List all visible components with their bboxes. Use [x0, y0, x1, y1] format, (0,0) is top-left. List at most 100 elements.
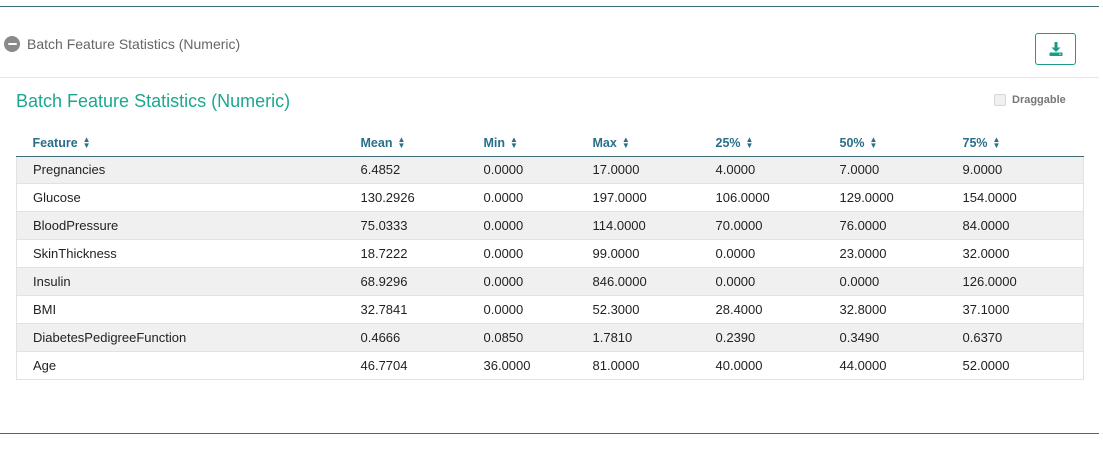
stat-value-cell: 84.0000: [946, 211, 1084, 241]
stat-value-cell: 99.0000: [576, 239, 700, 269]
table-row: DiabetesPedigreeFunction 0.4666 0.0850 1.78…: [16, 323, 1084, 352]
sort-icon[interactable]: ▲ ▼: [869, 135, 878, 151]
feature-stats-table: Feature ▲ ▼ Mean ▲ ▼ Min ▲ ▼ Max ▲ ▼ 25% ▲ ▼ 50% ▲ ▼ 75% ▲ ▼…: [16, 130, 1084, 380]
stat-value-cell: 32.7841: [344, 295, 468, 324]
column-header-label: Max: [592, 135, 617, 150]
table-row: BMI 32.7841 0.0000 52.3000 28.4000 32.8000 37.…: [16, 295, 1084, 324]
sort-icon[interactable]: ▲ ▼: [745, 135, 754, 151]
column-header-label: Min: [483, 135, 506, 150]
draggable-label: Draggable: [1012, 94, 1066, 106]
feature-name-cell: Age: [16, 351, 345, 380]
stat-value-cell: 106.0000: [699, 183, 824, 213]
stat-value-cell: 18.7222: [344, 239, 468, 269]
feature-name-cell: Pregnancies: [16, 156, 345, 185]
stat-value-cell: 37.1000: [946, 295, 1084, 324]
table-row: Pregnancies 6.4852 0.0000 17.0000 4.0000 7.00…: [16, 156, 1084, 185]
column-header-1[interactable]: Mean ▲ ▼: [344, 130, 468, 157]
stat-value-cell: 46.7704: [344, 351, 468, 380]
stat-value-cell: 52.3000: [576, 295, 700, 324]
column-header-label: Mean: [360, 135, 393, 150]
stat-value-cell: 40.0000: [699, 351, 824, 380]
feature-name-cell: DiabetesPedigreeFunction: [16, 323, 345, 352]
stat-value-cell: 0.0000: [823, 267, 947, 296]
download-button[interactable]: [1035, 33, 1076, 65]
sort-icon[interactable]: ▲ ▼: [397, 135, 406, 151]
feature-name-cell: Insulin: [16, 267, 345, 296]
bottom-divider: [0, 433, 1099, 434]
table-header-row: Feature ▲ ▼ Mean ▲ ▼ Min ▲ ▼ Max ▲ ▼ 25% ▲ ▼ 50% ▲ ▼ 75% ▲ ▼: [16, 130, 1084, 157]
stat-value-cell: 846.0000: [576, 267, 700, 296]
stat-value-cell: 114.0000: [576, 211, 700, 241]
column-header-label: 75%: [962, 135, 988, 150]
table-row: BloodPressure 75.0333 0.0000 114.0000 70.000…: [16, 211, 1084, 241]
stat-value-cell: 4.0000: [699, 156, 824, 185]
draggable-toggle[interactable]: Draggable: [994, 94, 1066, 106]
stat-value-cell: 130.2926: [344, 183, 468, 213]
top-divider: [0, 6, 1099, 7]
stat-value-cell: 0.0000: [699, 239, 824, 269]
stat-value-cell: 129.0000: [823, 183, 947, 213]
stat-value-cell: 68.9296: [344, 267, 468, 296]
section-title: Batch Feature Statistics (Numeric): [27, 36, 241, 52]
stat-value-cell: 0.6370: [946, 323, 1084, 352]
sort-icon[interactable]: ▲ ▼: [621, 135, 630, 151]
table-body: Pregnancies 6.4852 0.0000 17.0000 4.0000 7.00…: [16, 156, 1084, 380]
stat-value-cell: 0.0000: [467, 267, 577, 296]
table-row: SkinThickness 18.7222 0.0000 99.0000 0.0000 2…: [16, 239, 1084, 269]
stat-value-cell: 32.8000: [823, 295, 947, 324]
sort-icon[interactable]: ▲ ▼: [82, 135, 91, 151]
stat-value-cell: 0.0850: [467, 323, 577, 352]
sort-icon[interactable]: ▲ ▼: [510, 135, 518, 151]
stat-value-cell: 0.2390: [699, 323, 824, 352]
stat-value-cell: 28.4000: [699, 295, 824, 324]
stat-value-cell: 0.0000: [699, 267, 824, 296]
stat-value-cell: 0.0000: [467, 156, 577, 185]
panel-title: Batch Feature Statistics (Numeric): [16, 91, 291, 111]
stat-value-cell: 154.0000: [946, 183, 1084, 213]
section-separator: [0, 77, 1099, 78]
column-header-label: 25%: [715, 135, 741, 150]
stat-value-cell: 0.0000: [467, 295, 577, 324]
stat-value-cell: 0.0000: [467, 239, 577, 269]
draggable-checkbox[interactable]: [994, 94, 1006, 106]
table-row: Age 46.7704 36.0000 81.0000 40.0000 44.0000 52…: [16, 351, 1084, 380]
sort-icon[interactable]: ▲ ▼: [992, 135, 1001, 151]
minus-glyph: [7, 43, 17, 45]
stat-value-cell: 81.0000: [576, 351, 700, 380]
stat-value-cell: 9.0000: [946, 156, 1084, 185]
stat-value-cell: 7.0000: [823, 156, 947, 185]
feature-name-cell: BMI: [16, 295, 345, 324]
table-row: Glucose 130.2926 0.0000 197.0000 106.0000 129…: [16, 183, 1084, 213]
stat-value-cell: 17.0000: [576, 156, 700, 185]
column-header-2[interactable]: Min ▲ ▼: [467, 130, 577, 157]
stat-value-cell: 52.0000: [946, 351, 1084, 380]
download-icon: [1049, 42, 1062, 56]
column-header-label: 50%: [839, 135, 865, 150]
stat-value-cell: 44.0000: [823, 351, 947, 380]
section-header: Batch Feature Statistics (Numeric): [0, 30, 1099, 58]
stat-value-cell: 0.4666: [344, 323, 468, 352]
stat-value-cell: 76.0000: [823, 211, 947, 241]
stat-value-cell: 1.7810: [576, 323, 700, 352]
column-header-label: Feature: [32, 135, 78, 150]
feature-name-cell: BloodPressure: [16, 211, 345, 241]
stat-value-cell: 70.0000: [699, 211, 824, 241]
column-header-0[interactable]: Feature ▲ ▼: [16, 130, 345, 157]
stat-value-cell: 36.0000: [467, 351, 577, 380]
stat-value-cell: 23.0000: [823, 239, 947, 269]
stat-value-cell: 6.4852: [344, 156, 468, 185]
column-header-6[interactable]: 75% ▲ ▼: [946, 130, 1084, 157]
table-row: Insulin 68.9296 0.0000 846.0000 0.0000 0.0000…: [16, 267, 1084, 296]
stat-value-cell: 0.3490: [823, 323, 947, 352]
stat-value-cell: 0.0000: [467, 211, 577, 241]
stat-value-cell: 0.0000: [467, 183, 577, 213]
feature-name-cell: SkinThickness: [16, 239, 345, 269]
stat-value-cell: 32.0000: [946, 239, 1084, 269]
collapse-icon[interactable]: [4, 36, 20, 52]
stat-value-cell: 197.0000: [576, 183, 700, 213]
column-header-4[interactable]: 25% ▲ ▼: [699, 130, 824, 157]
column-header-5[interactable]: 50% ▲ ▼: [823, 130, 947, 157]
stat-value-cell: 75.0333: [344, 211, 468, 241]
column-header-3[interactable]: Max ▲ ▼: [576, 130, 700, 157]
stat-value-cell: 126.0000: [946, 267, 1084, 296]
